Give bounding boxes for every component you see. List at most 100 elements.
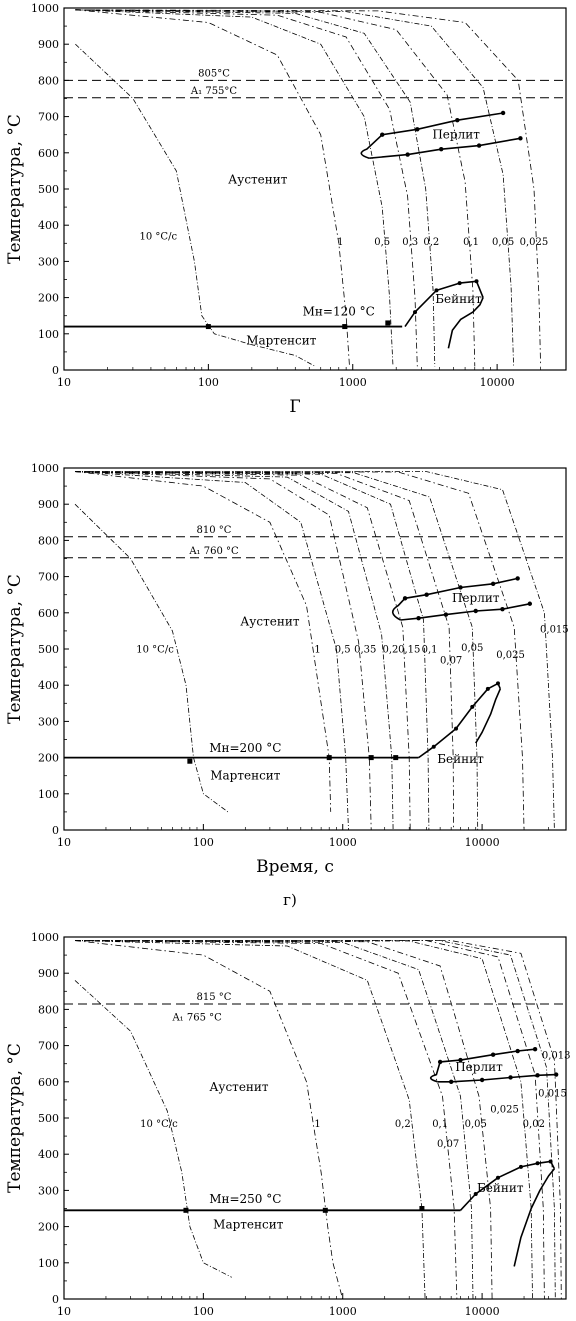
pearlite-marker <box>458 1057 463 1063</box>
bainite-marker <box>518 1164 523 1169</box>
bainite-marker <box>454 726 459 731</box>
cooling-rate-label: 0,35 <box>354 645 376 656</box>
x-axis-label: Время, с <box>256 857 334 877</box>
cooling-curve <box>74 471 372 831</box>
bainite-marker <box>470 704 475 709</box>
cooling-curve <box>75 43 316 367</box>
bainite-marker <box>473 1192 478 1197</box>
phase-region-label: Мартенсит <box>213 1217 284 1231</box>
martensite-marker <box>326 755 332 761</box>
y-tick-label: 200 <box>38 752 59 765</box>
pearlite-marker <box>527 601 533 606</box>
bainite-start-curve <box>404 280 484 328</box>
pearlite-marker <box>443 612 449 617</box>
pearlite-marker <box>424 592 429 597</box>
cooling-rate-label: 10 °С/с <box>140 232 178 243</box>
cooling-curve <box>74 503 229 813</box>
y-tick-label: 500 <box>38 1112 59 1125</box>
pearlite-marker <box>515 1048 520 1054</box>
pearlite-marker <box>455 118 460 123</box>
cooling-rate-label: 10 °С/с <box>136 645 174 656</box>
y-axis-label: Температура, °С <box>5 114 25 264</box>
phase-region-label: Мартенсит <box>246 334 317 348</box>
phase-region-label: Аустенит <box>240 614 300 628</box>
y-tick-label: 100 <box>38 328 59 341</box>
pearlite-marker <box>380 132 385 137</box>
martensite-marker <box>187 758 193 764</box>
cooling-curve <box>74 471 332 812</box>
cooling-curve <box>75 9 476 367</box>
cooling-rate-label: 0,5 <box>374 237 390 248</box>
cooling-rate-label: 0,1 <box>422 645 438 656</box>
bainite-marker <box>474 279 479 284</box>
cooling-curve <box>74 471 479 831</box>
pearlite-start-curve <box>429 1048 536 1083</box>
y-tick-label: 1000 <box>31 931 59 944</box>
y-tick-label: 500 <box>38 643 59 656</box>
y-tick-label: 300 <box>38 1184 59 1197</box>
cooling-rate-label: 0,02 <box>523 1119 545 1130</box>
y-tick-label: 300 <box>38 255 59 268</box>
cooling-curve <box>75 9 350 367</box>
pearlite-marker <box>473 608 478 614</box>
pearlite-marker <box>508 1075 513 1080</box>
pearlite-end-curve <box>437 1073 557 1083</box>
y-tick-label: 700 <box>38 571 59 584</box>
cooling-rate-label: 1 <box>314 1119 320 1130</box>
phase-region-label: Перлит <box>432 127 480 141</box>
cooling-curve <box>74 940 493 1300</box>
x-tick-label: 10 <box>57 836 71 849</box>
cooling-rate-label: 0,1 <box>432 1119 448 1130</box>
y-tick-label: 600 <box>38 147 59 160</box>
y-tick-label: 100 <box>38 1257 59 1270</box>
martensite-marker <box>419 1206 425 1211</box>
bainite-marker <box>431 744 436 749</box>
y-tick-label: 200 <box>38 1221 59 1234</box>
y-tick-label: 600 <box>38 1076 59 1089</box>
critical-temperature-label: A₁ 765 °С <box>171 1012 222 1023</box>
martensite-marker <box>393 755 399 761</box>
pearlite-marker <box>518 136 523 141</box>
cooling-rate-label: 0,015 <box>540 625 569 636</box>
pearlite-marker <box>479 1077 485 1083</box>
critical-temperature-label: 810 °С <box>197 525 232 536</box>
martensite-marker <box>368 755 374 761</box>
y-tick-label: 800 <box>38 1003 59 1016</box>
phase-region-label: Mн=120 °С <box>303 305 375 319</box>
y-tick-label: 300 <box>38 715 59 728</box>
pearlite-marker <box>490 1052 496 1057</box>
phase-region-label: Перлит <box>452 591 500 605</box>
bainite-marker <box>457 281 462 286</box>
cooling-curve <box>74 471 349 831</box>
pearlite-marker <box>402 596 408 601</box>
cooling-curve <box>74 940 458 1300</box>
cooling-rate-label: 0,5 <box>335 645 351 656</box>
critical-temperature-label: 805°С <box>198 68 230 79</box>
y-tick-label: 400 <box>38 679 59 692</box>
bainite-marker <box>434 288 439 293</box>
cooling-rate-label: 1 <box>337 237 343 248</box>
x-axis-label: Г <box>289 397 300 417</box>
pearlite-start-curve <box>391 577 518 621</box>
cooling-rate-label: 0,2 <box>382 645 398 656</box>
pearlite-marker <box>476 143 482 148</box>
pearlite-marker <box>416 616 421 621</box>
martensite-marker <box>385 320 391 326</box>
bainite-marker <box>413 310 418 315</box>
x-tick-label: 10000 <box>465 1305 500 1318</box>
cooling-curve <box>74 471 411 831</box>
y-tick-label: 400 <box>38 219 59 232</box>
cooling-rate-label: 0,1 <box>463 237 479 248</box>
pearlite-marker <box>437 1059 443 1065</box>
phase-region-label: Бейнит <box>477 1181 524 1195</box>
y-tick-label: 900 <box>38 498 59 511</box>
pearlite-marker <box>458 585 463 590</box>
y-tick-label: 100 <box>38 788 59 801</box>
phase-region-label: Бейнит <box>435 292 482 306</box>
pearlite-marker <box>415 127 420 132</box>
x-tick-label: 10 <box>57 376 71 389</box>
martensite-marker <box>322 1207 328 1213</box>
phase-region-label: Мартенсит <box>210 768 281 782</box>
y-tick-label: 700 <box>38 111 59 124</box>
y-tick-label: 0 <box>52 824 59 837</box>
